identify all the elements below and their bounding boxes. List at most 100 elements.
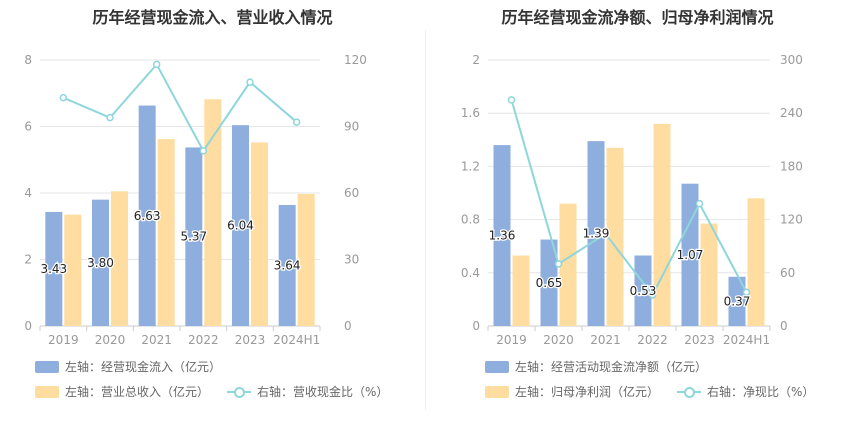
bar-series-2: [653, 123, 671, 326]
x-tick-label: 2024H1: [273, 333, 320, 347]
legend-label: 左轴：归母净利润（亿元）: [515, 385, 660, 399]
y-right-tick-label: 300: [780, 53, 803, 67]
bar-data-label: 1.07: [677, 248, 704, 262]
line-point: [246, 78, 254, 86]
legend-row-1: 左轴：经营活动现金流净额（亿元）: [485, 358, 725, 375]
bar-series-2: [111, 191, 128, 326]
bar-series-1: [493, 145, 511, 326]
y-right-tick-label: 120: [780, 213, 803, 227]
legend-item[interactable]: 左轴：归母净利润（亿元）: [485, 383, 659, 400]
bar-series-1: [138, 105, 156, 327]
bar-series-1: [45, 211, 63, 326]
bar-data-label: 1.36: [489, 229, 516, 243]
x-tick-label: 2021: [141, 333, 172, 347]
line-point: [292, 118, 301, 126]
bar-data-label: 5.37: [180, 230, 207, 244]
legend-row-1: 左轴：经营现金流入（亿元）: [35, 358, 239, 375]
legend-label: 左轴：经营活动现金流净额（亿元）: [515, 360, 708, 374]
legend-row-2: 左轴：归母净利润（亿元） 右轴：净现比（%）: [485, 383, 832, 400]
legend-label: 右轴：营收现金比（%）: [257, 385, 389, 399]
y-right-tick-label: 120: [344, 53, 367, 67]
y-right-tick-label: 30: [344, 253, 359, 267]
legend-item[interactable]: 左轴：营业总收入（亿元）: [35, 383, 209, 400]
x-tick-label: 2022: [637, 333, 668, 347]
y-right-tick-label: 240: [780, 106, 803, 120]
chart-svg: 0 2 4 6 8 0 30 60 90 120 2019 2020 2021 2022 2023 2024H…: [24, 53, 367, 347]
panel-divider: [425, 30, 426, 410]
chart-svg: 0 0.4 0.8 1.2 1.6 2 0 60 120 180 240 300 2019 2020 202…: [461, 53, 803, 347]
line-point: [648, 291, 657, 299]
legend-swatch: [485, 360, 509, 373]
y-right-tick-label: 60: [344, 186, 359, 200]
line-series: [510, 99, 748, 297]
y-left-tick-label: 0.8: [461, 213, 480, 227]
line-point: [199, 147, 208, 155]
legend-item[interactable]: 左轴：经营现金流入（亿元）: [35, 358, 221, 375]
bar-series-2: [512, 255, 530, 326]
x-tick-label: 2022: [188, 333, 219, 347]
bar-series-2: [251, 142, 268, 326]
legend-row-2: 左轴：营业总收入（亿元） 右轴：营收现金比（%）: [35, 383, 406, 400]
x-tick-label: 2023: [684, 333, 715, 347]
y-left-tick-label: 1.2: [461, 159, 480, 173]
legend-swatch: [485, 385, 509, 398]
y-right-tick-label: 180: [780, 159, 803, 173]
legend-swatch: [227, 386, 252, 398]
bar-data-label: 3.43: [40, 262, 67, 276]
bar-data-label: 0.37: [724, 294, 751, 308]
chart-panel-right: 历年经营现金流净额、归母净利润情况 0 0.4 0.8 1.2 1.6 2 0 60 120 18…: [425, 0, 850, 437]
x-tick-label: 2024H1: [723, 333, 770, 347]
legend-label: 左轴：营业总收入（亿元）: [65, 385, 210, 399]
line-point: [742, 288, 751, 297]
legend-swatch: [35, 360, 59, 373]
bar-series-1: [540, 239, 558, 326]
bar-series-1: [232, 125, 249, 326]
bar-series-2: [204, 99, 222, 326]
legend-swatch: [677, 386, 702, 398]
bar-data-label: 6.04: [227, 219, 254, 233]
chart-title: 历年经营现金流入、营业收入情况: [92, 8, 333, 27]
line-point: [507, 96, 516, 104]
bar-data-label: 0.65: [536, 276, 563, 290]
legend-label: 右轴：净现比（%）: [707, 385, 815, 399]
bar-series-2: [700, 223, 718, 326]
y-left-tick-label: 2: [24, 253, 32, 267]
chart-panel-left: 历年经营现金流入、营业收入情况 0 2 4 6 8 0 30 60 90 120 2019 2020 2…: [24, 8, 406, 400]
bar-series-1: [587, 141, 605, 326]
line-series: [62, 62, 298, 153]
legend-swatch: [35, 385, 59, 398]
legend-item[interactable]: 右轴：营收现金比（%）: [227, 383, 388, 400]
bar-data-label: 0.53: [630, 284, 657, 298]
y-left-tick-label: 2: [472, 53, 480, 67]
line-point: [106, 113, 114, 122]
y-right-tick-label: 0: [344, 319, 352, 333]
x-tick-label: 2019: [48, 333, 79, 347]
line-point: [59, 93, 68, 102]
legend-item[interactable]: 左轴：经营活动现金流净额（亿元）: [485, 358, 707, 375]
line-point: [554, 260, 563, 268]
chart-title: 历年经营现金流净额、归母净利润情况: [501, 8, 774, 27]
bar-series-1: [681, 183, 699, 326]
legend-item[interactable]: 右轴：净现比（%）: [677, 383, 814, 400]
bar-series-2: [606, 147, 624, 326]
bar-series-1: [92, 199, 109, 326]
legend-label: 左轴：经营现金流入（亿元）: [65, 360, 222, 374]
bar-series-1: [728, 276, 746, 326]
y-left-tick-label: 8: [24, 53, 32, 67]
line-point: [601, 230, 610, 238]
x-tick-label: 2020: [543, 333, 574, 347]
y-left-tick-label: 0: [24, 319, 32, 333]
line-point: [695, 199, 704, 208]
x-tick-label: 2019: [496, 333, 527, 347]
bar-series-2: [559, 203, 577, 326]
bar-series-2: [64, 214, 82, 326]
bar-series-2: [297, 193, 315, 326]
y-left-tick-label: 6: [24, 120, 32, 134]
x-tick-label: 2023: [235, 333, 266, 347]
y-left-tick-label: 0.4: [461, 266, 480, 280]
line-point: [152, 60, 161, 69]
bar-data-label: 6.63: [134, 209, 161, 223]
bar-data-label: 3.64: [274, 258, 301, 272]
bar-series-1: [185, 147, 203, 326]
bar-data-label: 1.39: [583, 227, 610, 241]
